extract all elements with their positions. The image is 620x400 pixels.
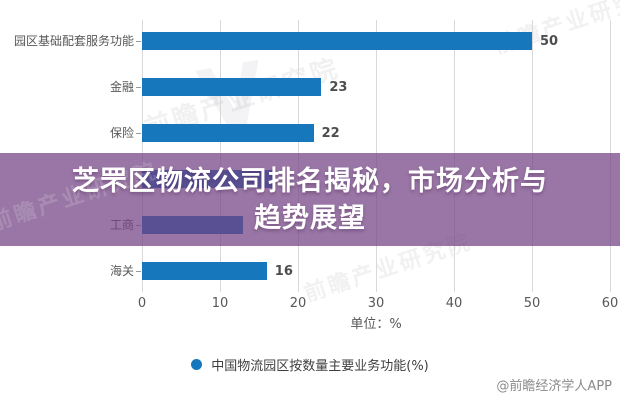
chart-legend: 中国物流园区按数量主要业务功能(%)	[0, 355, 620, 374]
bar-row	[142, 124, 314, 142]
x-tick-label: 20	[289, 296, 307, 311]
bar-row	[142, 262, 267, 280]
y-tick-mark	[136, 271, 141, 272]
legend-label: 中国物流园区按数量主要业务功能(%)	[211, 359, 429, 374]
source-credit: @前瞻经济学人APP	[496, 379, 612, 394]
bar-value-label: 16	[274, 264, 293, 279]
bar-value-label: 50	[540, 34, 559, 49]
headline-line1: 芝罘区物流公司排名揭秘，市场分析与	[72, 165, 548, 197]
x-tick-label: 10	[211, 296, 229, 311]
headline-line2: 趋势展望	[254, 202, 366, 234]
legend-marker-icon	[191, 359, 203, 370]
bar-value-label: 23	[329, 80, 348, 95]
category-label: 金融	[109, 80, 134, 94]
x-tick-label: 30	[367, 296, 385, 311]
headline-banner: 前瞻产业研究院 芝罘区物流公司排名揭秘，市场分析与 趋势展望	[0, 153, 620, 246]
axis-unit-label: 单位：%	[350, 317, 402, 332]
category-label: 保险	[109, 126, 134, 140]
bar-row	[142, 32, 532, 50]
y-tick-mark	[136, 87, 141, 88]
category-label: 园区基础配套服务功能	[13, 34, 134, 48]
category-label: 海关	[109, 264, 134, 278]
x-tick-label: 40	[445, 296, 463, 311]
x-tick-label: 0	[137, 296, 147, 311]
y-tick-mark	[136, 133, 141, 134]
bar-value-label: 22	[321, 126, 340, 141]
bar-row	[142, 78, 322, 96]
x-tick-label: 60	[601, 296, 619, 311]
y-tick-mark	[136, 41, 141, 42]
x-tick-label: 50	[523, 296, 541, 311]
